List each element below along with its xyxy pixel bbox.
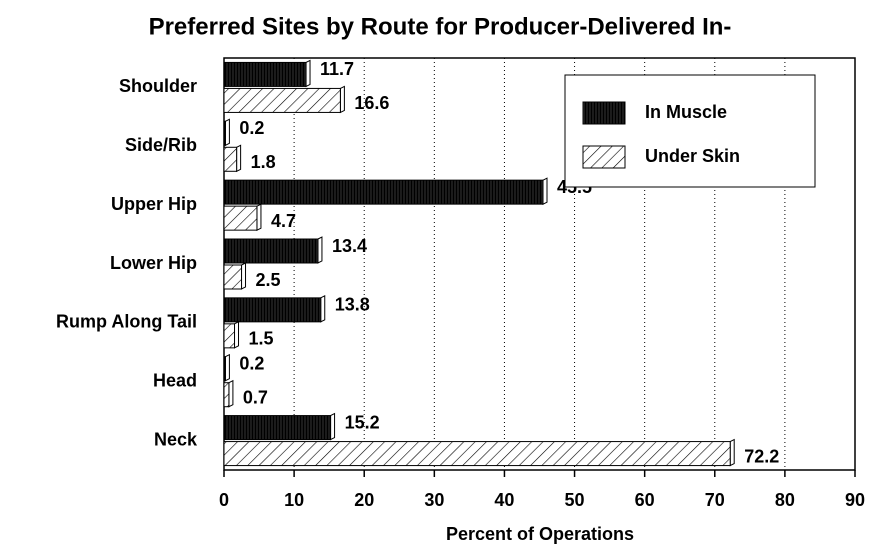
data-label: 72.2 bbox=[744, 446, 779, 466]
y-tick-label: Lower Hip bbox=[110, 253, 197, 273]
bar-side bbox=[224, 118, 230, 147]
legend-swatch bbox=[582, 101, 626, 125]
bar bbox=[223, 87, 341, 113]
bar-side bbox=[224, 353, 230, 382]
x-tick-label: 20 bbox=[354, 490, 374, 510]
bar bbox=[223, 179, 544, 205]
bar-side bbox=[542, 177, 548, 205]
bar-side bbox=[320, 295, 326, 323]
y-tick-label: Head bbox=[153, 370, 197, 390]
bar-side bbox=[339, 85, 345, 114]
legend-label: Under Skin bbox=[645, 146, 740, 166]
x-tick-label: 60 bbox=[635, 490, 655, 510]
bar-side bbox=[256, 203, 262, 231]
x-tick-label: 0 bbox=[219, 490, 229, 510]
legend-label: In Muscle bbox=[645, 102, 727, 122]
y-tick-label: Shoulder bbox=[119, 76, 197, 96]
data-label: 15.2 bbox=[345, 412, 380, 432]
bar bbox=[223, 382, 230, 408]
data-label: 0.2 bbox=[239, 118, 264, 138]
legend-swatch bbox=[582, 145, 626, 169]
bar bbox=[223, 61, 307, 87]
data-label: 2.5 bbox=[256, 270, 281, 290]
bar-side bbox=[228, 379, 234, 408]
y-tick-label: Rump Along Tail bbox=[56, 312, 197, 332]
data-label: 1.5 bbox=[249, 329, 274, 349]
bar bbox=[223, 120, 226, 146]
x-tick-label: 40 bbox=[494, 490, 514, 510]
legend-box bbox=[564, 74, 816, 188]
bar-side bbox=[236, 144, 242, 173]
data-label: 11.7 bbox=[320, 59, 354, 79]
bar bbox=[223, 205, 258, 231]
bar-side bbox=[234, 321, 240, 349]
bar bbox=[223, 441, 731, 467]
x-tick-label: 80 bbox=[775, 490, 795, 510]
y-tick-label: Neck bbox=[154, 429, 198, 449]
bar bbox=[223, 356, 226, 382]
y-tick-label: Upper Hip bbox=[111, 194, 197, 214]
bar-side bbox=[241, 262, 247, 290]
bar-side bbox=[305, 59, 311, 88]
x-tick-label: 70 bbox=[705, 490, 725, 510]
x-tick-label: 10 bbox=[284, 490, 304, 510]
bar bbox=[223, 146, 238, 172]
x-tick-label: 50 bbox=[565, 490, 585, 510]
data-label: 0.2 bbox=[239, 353, 264, 373]
bar bbox=[223, 264, 243, 290]
data-label: 4.7 bbox=[271, 211, 296, 231]
x-tick-label: 90 bbox=[845, 490, 865, 510]
bar-side bbox=[317, 236, 323, 264]
plot-frame bbox=[223, 57, 856, 471]
y-tick-label: Side/Rib bbox=[125, 135, 197, 155]
bar-side bbox=[330, 412, 336, 441]
bar-side bbox=[729, 438, 735, 467]
x-tick-label: 30 bbox=[424, 490, 444, 510]
bar bbox=[223, 238, 319, 264]
x-axis-label: Percent of Operations bbox=[446, 524, 634, 544]
chart-title: Preferred Sites by Route for Producer-De… bbox=[149, 13, 732, 40]
data-label: 13.8 bbox=[335, 295, 370, 315]
bar bbox=[223, 323, 236, 349]
data-label: 16.6 bbox=[354, 93, 389, 113]
bar bbox=[223, 297, 322, 323]
data-label: 13.4 bbox=[332, 236, 367, 256]
bar bbox=[223, 415, 332, 441]
data-label: 0.7 bbox=[243, 387, 268, 407]
data-label: 1.8 bbox=[251, 152, 276, 172]
